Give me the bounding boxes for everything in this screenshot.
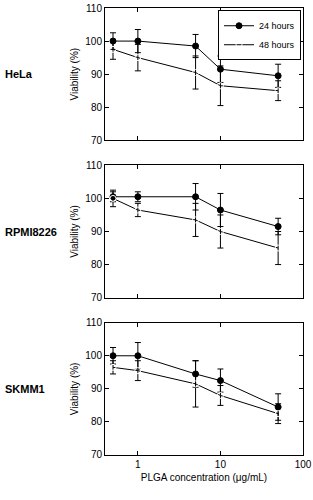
svg-text:80: 80 [91,102,103,113]
svg-text:100: 100 [85,350,102,361]
svg-text:Viability (%): Viability (%) [69,205,80,258]
svg-text:70: 70 [91,135,103,146]
svg-text:90: 90 [91,226,103,237]
svg-text:1: 1 [135,459,141,470]
svg-text:110: 110 [86,160,102,171]
svg-text:SKMM1: SKMM1 [5,383,45,395]
svg-text:10: 10 [215,459,227,470]
svg-text:100: 100 [85,193,102,204]
svg-text:70: 70 [91,292,103,303]
svg-text:70: 70 [91,449,103,460]
svg-text:80: 80 [91,416,103,427]
svg-text:110: 110 [86,317,102,328]
svg-text:100: 100 [85,36,102,47]
svg-text:100: 100 [295,459,312,470]
svg-text:90: 90 [91,69,103,80]
svg-text:HeLa: HeLa [5,68,33,80]
svg-text:90: 90 [91,383,103,394]
svg-text:80: 80 [91,259,103,270]
svg-text:48 hours: 48 hours [259,40,295,50]
svg-text:110: 110 [86,3,102,14]
svg-text:Viability (%): Viability (%) [69,48,80,101]
svg-text:Viability (%): Viability (%) [69,363,80,416]
svg-text:PLGA concentration (μg/mL): PLGA concentration (μg/mL) [141,472,267,483]
svg-text:24 hours: 24 hours [259,21,295,31]
svg-text:RPMI8226: RPMI8226 [5,226,57,238]
